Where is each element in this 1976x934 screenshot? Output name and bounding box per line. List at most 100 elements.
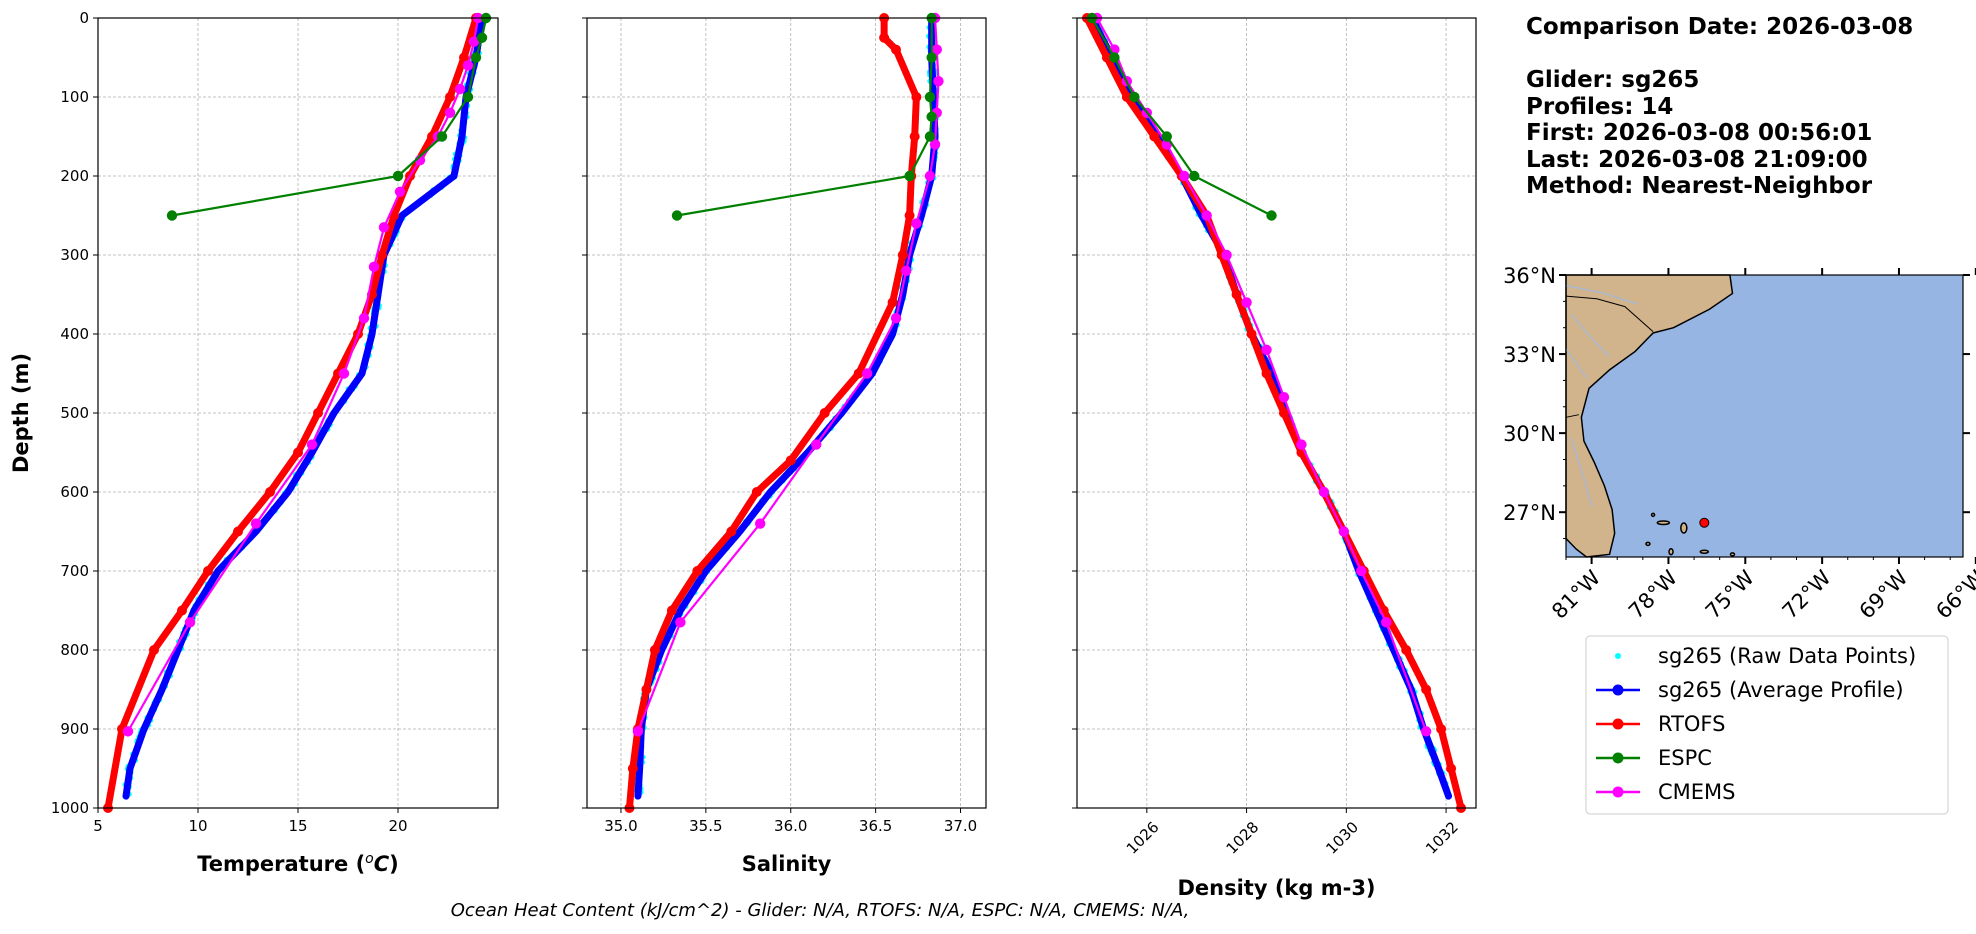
y-tick-label: 700 xyxy=(60,562,89,580)
legend-box xyxy=(1585,635,1949,815)
series-marker-cmems xyxy=(1179,170,1190,182)
series-marker-rtofs xyxy=(1101,52,1112,63)
series-marker-rtofs xyxy=(726,526,737,537)
series-marker-rtofs xyxy=(649,645,660,655)
y-axis-label: Depth (m) xyxy=(9,353,33,473)
series-marker-rtofs xyxy=(911,92,922,102)
series-line-cmems xyxy=(126,16,480,733)
series-marker-rtofs xyxy=(891,44,902,55)
series-marker-espc xyxy=(1109,52,1120,63)
ohc-footer: Ocean Heat Content (kJ/cm^2) - Glider: N… xyxy=(450,900,1190,921)
series-marker-espc xyxy=(924,131,936,142)
series-marker-rtofs xyxy=(203,566,213,576)
series-line-glider xyxy=(634,14,939,800)
series-marker-espc xyxy=(470,52,482,63)
lon-label: 66°W xyxy=(1931,565,1976,623)
river xyxy=(1565,284,1638,305)
series-marker-rtofs xyxy=(149,645,159,655)
series-marker-rtofs xyxy=(641,684,652,695)
series-marker-cmems xyxy=(1356,565,1367,577)
method: Method: Nearest-Neighbor xyxy=(1526,173,1873,199)
lon-label: 69°W xyxy=(1855,565,1913,623)
series-marker-cmems xyxy=(378,222,390,233)
lat-label: 27°N xyxy=(1503,501,1556,525)
x-tick-label: 35.0 xyxy=(604,817,637,835)
series-marker-rtofs xyxy=(293,447,303,458)
series-marker-espc xyxy=(436,131,448,142)
y-tick-label: 500 xyxy=(60,404,89,422)
map-inset xyxy=(1559,268,1976,564)
series-marker-cmems xyxy=(1296,439,1307,450)
series-marker-cmems xyxy=(675,617,686,628)
profile-count: Profiles: 14 xyxy=(1526,93,1674,120)
series-marker-cmems xyxy=(1261,344,1272,355)
x-tick-label: 5 xyxy=(93,817,103,835)
series-marker-espc xyxy=(926,52,937,63)
series-marker-rtofs xyxy=(377,250,387,260)
x-tick-label: 10 xyxy=(188,817,207,835)
legend-label-raw: sg265 (Raw Data Points) xyxy=(1658,644,1916,668)
legend-label-rtofs: RTOFS xyxy=(1658,712,1725,736)
series-marker-rtofs xyxy=(1149,131,1160,142)
y-tick-label: 0 xyxy=(79,9,89,27)
x-tick-label: 15 xyxy=(288,817,307,835)
island xyxy=(1680,522,1688,534)
series-marker-cmems xyxy=(368,261,380,273)
glider-id: Glider: sg265 xyxy=(1526,67,1700,93)
series-marker-rtofs xyxy=(751,487,762,497)
series-marker-rtofs xyxy=(1421,684,1432,695)
series-marker-rtofs xyxy=(904,210,915,221)
series-marker-cmems xyxy=(861,368,873,379)
series-marker-rtofs xyxy=(879,32,890,43)
lon-label: 75°W xyxy=(1701,565,1759,623)
series-line-cmems xyxy=(636,16,940,733)
axes-frame xyxy=(1076,17,1477,809)
series-marker-espc xyxy=(166,210,178,221)
series-marker-rtofs xyxy=(445,92,455,102)
x-tick-label: 1030 xyxy=(1322,818,1362,858)
island xyxy=(1729,552,1736,557)
series-marker-espc xyxy=(476,32,488,43)
series-marker-cmems xyxy=(929,139,941,150)
series-marker-rtofs xyxy=(853,368,864,379)
info-spacer xyxy=(1526,41,1913,68)
x-axis-label: Salinity xyxy=(742,852,832,876)
series-marker-cmems xyxy=(462,60,474,71)
series-marker-espc xyxy=(462,91,474,103)
lon-label: 81°W xyxy=(1547,565,1605,623)
series-marker-cmems xyxy=(444,107,456,119)
series-marker-cmems xyxy=(454,83,466,95)
series-line-glider xyxy=(1088,14,1453,800)
series-marker-espc xyxy=(904,170,915,182)
legend-marker-rtofs xyxy=(1612,718,1624,730)
series-marker-cmems xyxy=(1221,249,1232,261)
y-tick-label: 1000 xyxy=(51,799,89,817)
series-marker-cmems xyxy=(931,44,942,55)
series-line-glider xyxy=(122,14,486,800)
series-marker-espc xyxy=(1189,170,1200,182)
series-marker-rtofs xyxy=(627,763,638,774)
series-marker-cmems xyxy=(338,368,350,379)
series-marker-espc xyxy=(671,210,683,221)
y-tick-label: 800 xyxy=(60,641,89,659)
legend-marker-glider xyxy=(1612,684,1624,696)
legend xyxy=(1585,635,1949,815)
x-tick-label: 36.0 xyxy=(774,817,807,835)
series-line-espc xyxy=(1090,16,1273,217)
series-marker-espc xyxy=(926,111,937,122)
x-tick-label: 1028 xyxy=(1223,818,1263,858)
first-time: First: 2026-03-08 00:56:01 xyxy=(1526,120,1873,146)
island xyxy=(1668,547,1674,556)
info-panel: Comparison Date: 2026-03-08 Glider: sg26… xyxy=(1526,14,1913,200)
x-tick-label: 1026 xyxy=(1123,818,1163,858)
lat-label: 30°N xyxy=(1503,422,1556,446)
series-marker-rtofs xyxy=(313,408,323,418)
legend-label-espc: ESPC xyxy=(1658,746,1712,770)
series-marker-cmems xyxy=(1318,486,1330,498)
map-frame xyxy=(1565,274,1964,558)
island xyxy=(1645,541,1651,547)
legend-marker-espc xyxy=(1612,752,1624,764)
series-marker-espc xyxy=(1129,91,1140,103)
series-marker-cmems xyxy=(122,726,134,737)
x-tick-label: 36.5 xyxy=(859,817,892,835)
